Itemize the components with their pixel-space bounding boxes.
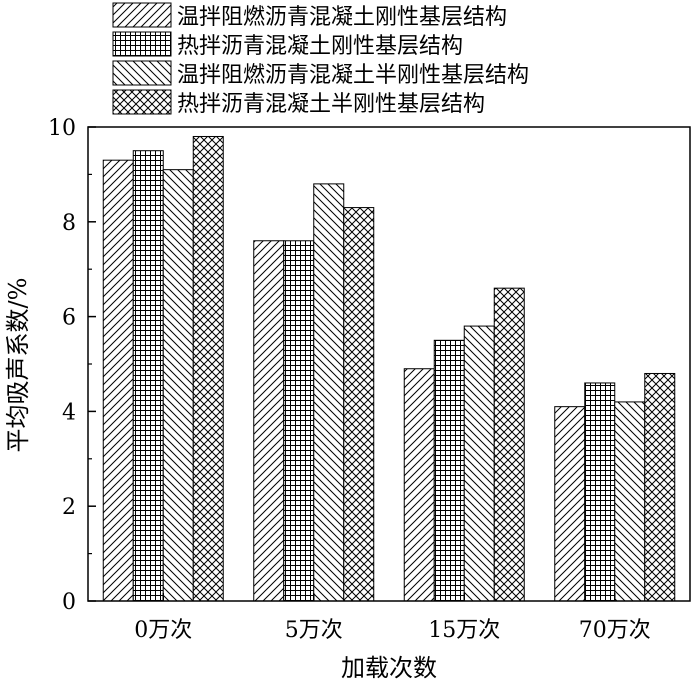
y-tick-label: 10: [48, 116, 76, 141]
y-axis: 0 2 4 6 8 10: [48, 116, 96, 615]
bar: [403, 368, 435, 602]
x-axis: 0万次 5万次 15万次 70万次: [134, 593, 651, 643]
x-tick-label: 70万次: [579, 618, 651, 643]
bar: [463, 325, 495, 602]
x-tick-label: 15万次: [428, 618, 500, 643]
bar: [283, 240, 315, 602]
legend-label: 热拌沥青混凝土刚性基层结构: [177, 34, 463, 59]
bar: [192, 135, 224, 602]
legend-label: 温拌阻燃沥青混凝土半刚性基层结构: [177, 63, 529, 88]
bar: [433, 339, 465, 602]
bar: [584, 382, 616, 602]
y-tick-label: 8: [62, 211, 76, 236]
bar: [554, 406, 586, 602]
legend-swatch: [112, 60, 172, 86]
y-tick-label: 6: [62, 306, 76, 331]
legend-swatch: [112, 31, 172, 57]
x-tick-label: 5万次: [285, 618, 343, 643]
legend-swatch: [112, 89, 172, 115]
y-tick-label: 2: [62, 495, 76, 520]
bar: [162, 169, 194, 602]
y-tick-label: 4: [62, 400, 76, 425]
legend: 温拌阻燃沥青混凝土刚性基层结构热拌沥青混凝土刚性基层结构温拌阻燃沥青混凝土半刚性…: [112, 2, 529, 117]
bar: [253, 240, 285, 602]
x-tick-label: 0万次: [134, 618, 192, 643]
bar: [493, 287, 525, 602]
legend-label: 热拌沥青混凝土半刚性基层结构: [177, 92, 485, 117]
bar: [313, 183, 345, 602]
plot-area: [87, 126, 691, 602]
bar: [614, 401, 646, 602]
y-axis-title: 平均吸声系数/%: [4, 278, 32, 453]
bar: [102, 159, 134, 602]
legend-swatch: [112, 2, 172, 28]
legend-label: 温拌阻燃沥青混凝土刚性基层结构: [177, 5, 507, 30]
bar: [132, 150, 164, 602]
y-tick-label: 0: [62, 590, 76, 615]
bar: [343, 207, 375, 602]
bar: [644, 372, 676, 602]
x-axis-title: 加载次数: [341, 654, 437, 682]
